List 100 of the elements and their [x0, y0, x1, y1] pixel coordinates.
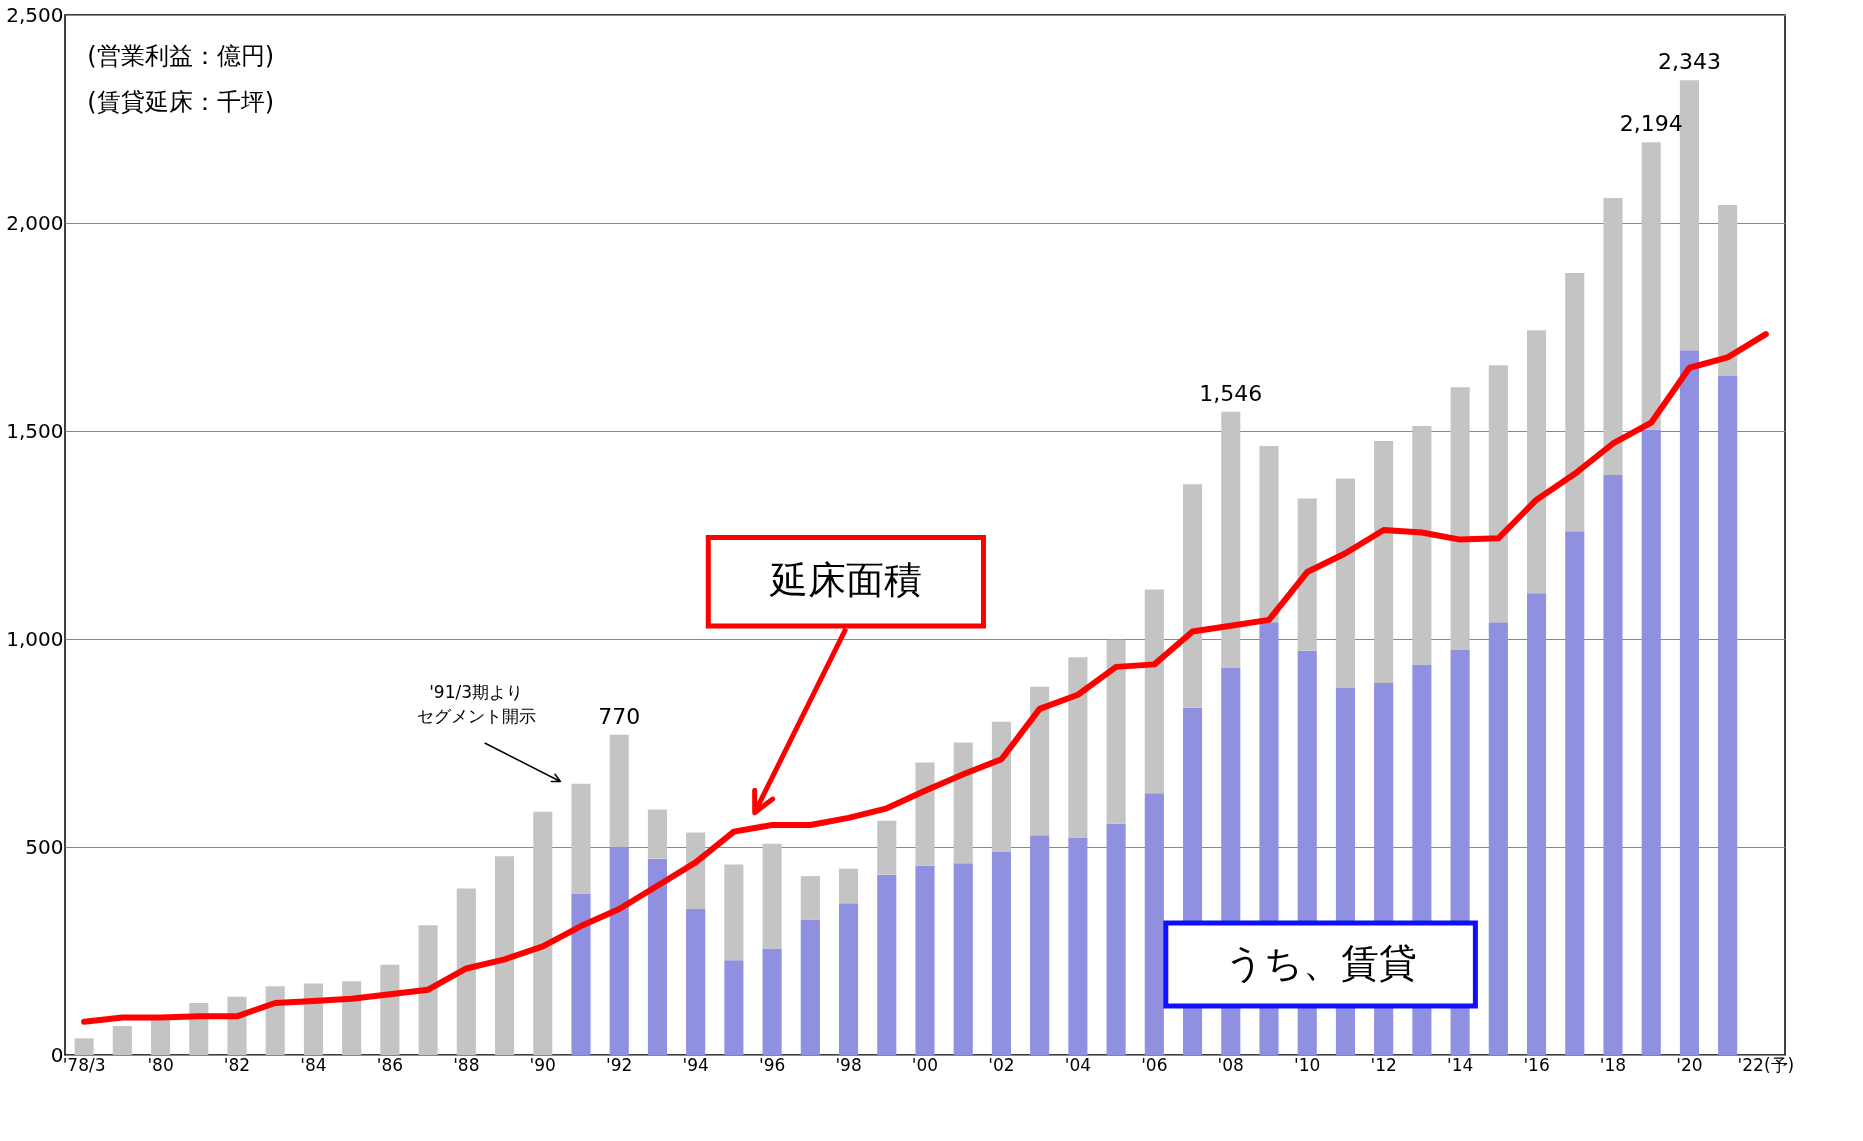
bar	[953, 742, 973, 864]
bar	[303, 983, 323, 1055]
bar	[1030, 835, 1050, 1055]
x-tick-label: '22(予)	[1737, 1054, 1795, 1075]
bar	[1603, 475, 1623, 1055]
x-tick-label: '94	[682, 1054, 709, 1075]
bar	[800, 919, 820, 1055]
bar	[915, 762, 935, 866]
bar	[1144, 793, 1164, 1055]
bar	[1030, 686, 1050, 836]
total-label: 2,194	[1619, 111, 1683, 137]
y-tick-label: 500	[25, 834, 64, 859]
bar	[1183, 484, 1203, 708]
x-tick-label: '10	[1294, 1054, 1321, 1075]
bar	[495, 856, 515, 1055]
bar	[571, 893, 591, 1055]
annotation: '91/3期よりセグメント開示	[416, 682, 536, 727]
x-tick-label: '96	[758, 1054, 786, 1075]
bar	[380, 964, 400, 1055]
bar	[762, 843, 782, 949]
bar	[1335, 478, 1355, 689]
total-label: 2,343	[1657, 49, 1721, 75]
y-tick-label: 1,500	[6, 418, 64, 443]
bar	[1450, 387, 1470, 650]
x-tick-label: '16	[1523, 1054, 1550, 1075]
y-tick-label: 2,500	[6, 2, 64, 27]
bar	[915, 865, 935, 1055]
bar	[1679, 350, 1699, 1055]
y-tick-label: 0	[50, 1042, 64, 1067]
x-tick-label: '98	[835, 1054, 862, 1075]
bar	[456, 888, 476, 1055]
bar	[112, 1025, 132, 1055]
total-label: 770	[598, 703, 641, 729]
bar	[571, 783, 591, 894]
x-tick-label: '00	[911, 1054, 939, 1075]
bar	[877, 874, 897, 1055]
bar	[800, 876, 820, 920]
bar	[1527, 330, 1547, 594]
series-label: うち、賃貸	[1224, 940, 1417, 985]
x-tick-label: '14	[1446, 1054, 1474, 1075]
bar	[609, 734, 629, 847]
bar	[533, 811, 553, 1055]
bar	[1374, 440, 1394, 684]
bar	[1527, 593, 1547, 1055]
x-tick-label: '08	[1217, 1054, 1244, 1075]
bar	[991, 851, 1011, 1055]
bar	[74, 1038, 94, 1055]
bar	[1259, 445, 1279, 623]
bar	[342, 981, 362, 1055]
x-tick-label: '84	[300, 1054, 327, 1075]
x-tick-label: '06	[1141, 1054, 1168, 1075]
bar	[1412, 426, 1432, 665]
x-tick-label: '82	[223, 1054, 251, 1075]
bar	[724, 960, 744, 1055]
bar	[1565, 272, 1585, 532]
bar	[647, 858, 667, 1055]
bar	[1106, 639, 1126, 824]
bar	[609, 847, 629, 1055]
x-tick-label: '80	[147, 1054, 174, 1075]
x-tick-label: '78/3	[62, 1054, 106, 1075]
x-tick-label: '88	[453, 1054, 480, 1075]
bar	[647, 809, 667, 859]
bar	[1641, 142, 1661, 430]
bar	[839, 868, 859, 904]
bar	[418, 925, 438, 1055]
bar	[724, 864, 744, 961]
bar	[839, 903, 859, 1055]
x-tick-label: '92	[606, 1054, 633, 1075]
bar	[1068, 837, 1088, 1055]
x-tick-label: '86	[376, 1054, 404, 1075]
bar	[762, 948, 782, 1055]
x-tick-label: '04	[1064, 1054, 1092, 1075]
bar	[1718, 205, 1738, 377]
bar	[991, 721, 1011, 852]
bar	[1488, 622, 1508, 1055]
bar	[686, 832, 706, 909]
bar	[151, 1019, 171, 1055]
bar	[1068, 657, 1088, 838]
x-tick-label: '12	[1370, 1054, 1397, 1075]
y-tick-label: 2,000	[6, 210, 64, 235]
bar	[1488, 365, 1508, 623]
bar	[686, 908, 706, 1055]
bar	[1144, 589, 1164, 794]
bar	[1641, 429, 1661, 1055]
bar	[265, 986, 285, 1055]
annotation: (営業利益：億円)	[87, 41, 275, 70]
annotation: (賃貸延床：千坪)	[87, 88, 275, 117]
bar	[953, 863, 973, 1055]
bar	[1603, 198, 1623, 476]
bar	[877, 820, 897, 875]
text: 延床面積	[768, 557, 922, 602]
bar	[1221, 411, 1241, 669]
x-tick-label: '90	[529, 1054, 556, 1075]
x-tick-label: '02	[988, 1054, 1015, 1075]
y-tick-label: 1,000	[6, 626, 64, 651]
x-tick-label: '18	[1599, 1054, 1627, 1075]
bar	[1106, 823, 1126, 1055]
total-label: 1,546	[1199, 380, 1263, 406]
bar	[1565, 531, 1585, 1055]
x-tick-label: '20	[1676, 1054, 1703, 1075]
